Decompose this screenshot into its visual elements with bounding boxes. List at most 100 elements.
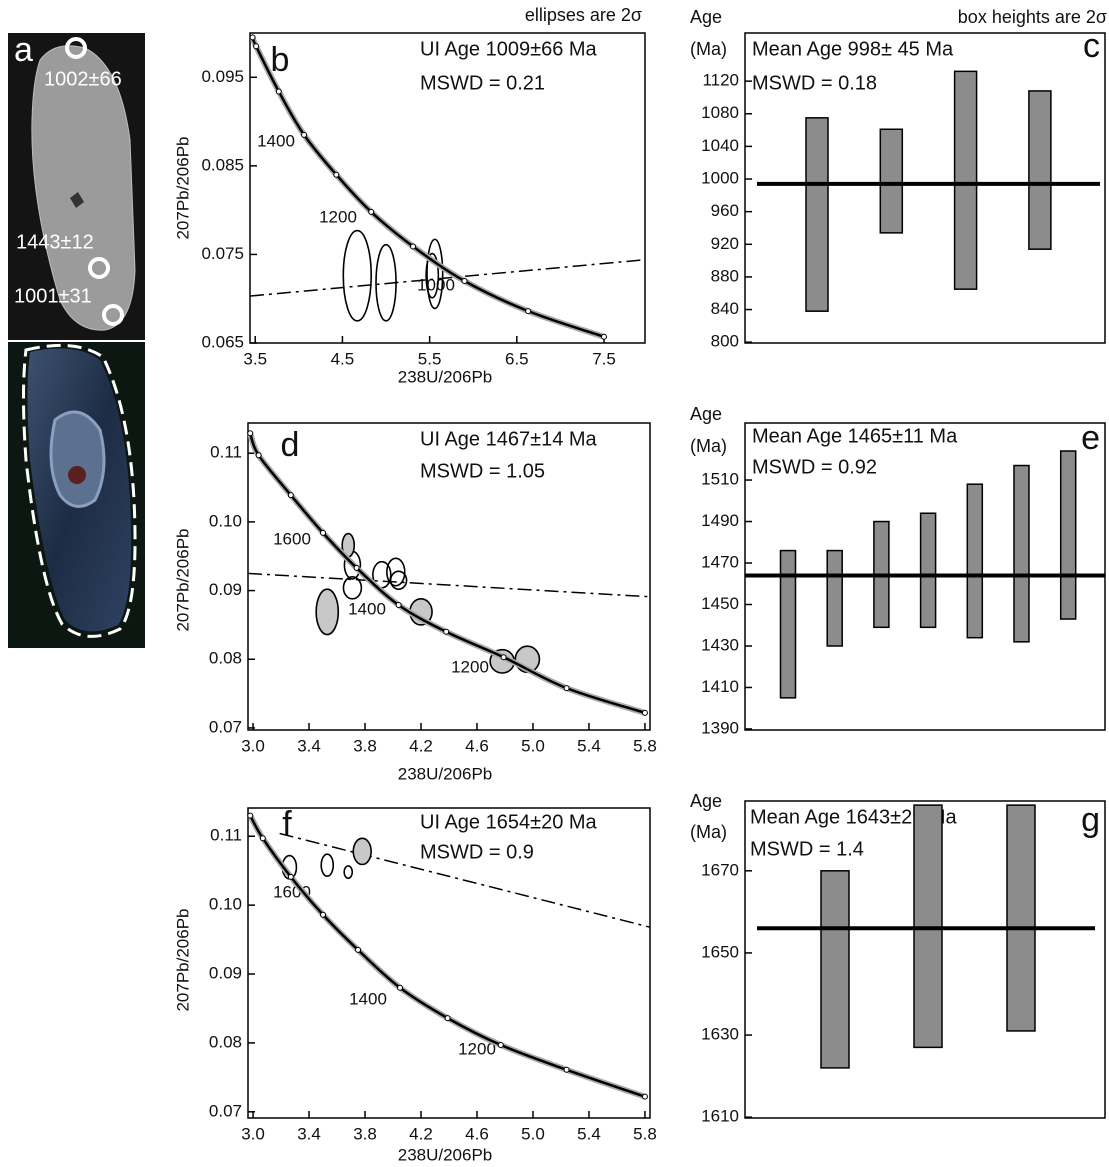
concordia-curve bbox=[249, 432, 646, 715]
y-tick-label: 0.10 bbox=[209, 895, 242, 914]
grain-outline bbox=[22, 343, 137, 638]
y-tick-label: 1040 bbox=[701, 136, 739, 155]
panel-letter: c bbox=[1083, 27, 1100, 65]
age-text: UI Age 1654±20 Ma bbox=[420, 811, 598, 833]
y-tick-label: 880 bbox=[711, 266, 739, 285]
x-tick-label: 4.6 bbox=[465, 736, 489, 755]
y-tick-label: 0.11 bbox=[210, 826, 242, 845]
inclusion bbox=[70, 192, 84, 208]
y-tick-label: 1630 bbox=[701, 1025, 739, 1044]
age-label: 1400 bbox=[257, 131, 295, 150]
y-tick-label: 1080 bbox=[701, 103, 739, 122]
age-marker bbox=[443, 628, 450, 635]
mean-text: Mean Age 998± 45 Ma bbox=[752, 38, 954, 60]
x-tick-label: 3.4 bbox=[297, 736, 321, 755]
spot bbox=[65, 37, 87, 59]
y-tick-label: 0.085 bbox=[201, 155, 244, 174]
error-ellipse bbox=[386, 557, 406, 587]
age-marker bbox=[355, 946, 362, 953]
concordia-curve bbox=[249, 814, 646, 1098]
y-tick-label: 0.10 bbox=[209, 511, 242, 530]
age-marker bbox=[253, 43, 260, 50]
x-tick-label: 5.0 bbox=[521, 736, 545, 755]
age-marker bbox=[249, 34, 256, 41]
error-ellipse bbox=[342, 576, 363, 600]
x-tick-label: 3.0 bbox=[241, 1124, 265, 1143]
age-marker bbox=[333, 171, 340, 178]
panel-letter: e bbox=[1081, 419, 1100, 457]
note: ellipses are 2σ bbox=[525, 5, 642, 25]
error-ellipse bbox=[343, 865, 354, 880]
age-box bbox=[966, 483, 984, 639]
age-marker bbox=[368, 208, 375, 215]
age-box bbox=[820, 870, 850, 1069]
age-label: 1400 bbox=[349, 989, 387, 1008]
age-marker bbox=[500, 654, 507, 661]
x-tick-label: 3.0 bbox=[241, 736, 265, 755]
y-tick-label: 0.07 bbox=[209, 1101, 242, 1120]
y-tick-label: 1450 bbox=[701, 594, 739, 613]
age-marker bbox=[601, 333, 608, 340]
mswd-text: MSWD = 0.92 bbox=[752, 456, 877, 478]
mswd-text: MSWD = 0.9 bbox=[420, 841, 534, 863]
grain bbox=[31, 45, 136, 331]
x-tick-label: 4.6 bbox=[465, 1124, 489, 1143]
spot bbox=[102, 304, 124, 326]
panel-letter: b bbox=[271, 41, 290, 79]
x-tick-label: 4.2 bbox=[409, 736, 433, 755]
y-tick-label: 0.07 bbox=[209, 717, 242, 736]
x-tick-label: 5.0 bbox=[521, 1124, 545, 1143]
age-marker bbox=[563, 685, 570, 692]
y-tick-label: 1650 bbox=[701, 942, 739, 961]
y-axis-label: 207Pb/206Pb bbox=[173, 528, 192, 631]
age-marker bbox=[397, 984, 404, 991]
age-marker bbox=[353, 564, 360, 571]
y-tick-label: 1470 bbox=[701, 553, 739, 572]
mean-text: Mean Age 1465±11 Ma bbox=[752, 425, 958, 447]
panel-letter: a bbox=[14, 31, 33, 69]
x-axis-label: 238U/206Pb bbox=[398, 367, 493, 386]
y-tick-label: 0.08 bbox=[209, 649, 242, 668]
spot bbox=[88, 257, 110, 279]
y-axis-label: Age bbox=[690, 404, 722, 424]
y-tick-label: 1510 bbox=[701, 470, 739, 489]
x-tick-label: 7.5 bbox=[592, 349, 616, 368]
y-axis-label: (Ma) bbox=[690, 39, 727, 59]
y-tick-label: 0.09 bbox=[209, 964, 242, 983]
x-tick-label: 3.8 bbox=[353, 736, 377, 755]
age-box bbox=[779, 549, 797, 699]
y-axis-label: Age bbox=[690, 791, 722, 811]
y-tick-label: 1390 bbox=[701, 718, 739, 737]
y-tick-label: 1670 bbox=[701, 860, 739, 879]
age-marker bbox=[255, 452, 262, 459]
plot-frame bbox=[744, 800, 1106, 1119]
age-label: 1400 bbox=[348, 599, 386, 618]
discordia-line bbox=[249, 258, 646, 297]
age-marker bbox=[259, 835, 266, 842]
y-tick-label: 0.065 bbox=[201, 332, 244, 351]
age-label: 1200 bbox=[451, 657, 489, 676]
x-axis-label: 238U/206Pb bbox=[398, 764, 493, 783]
plot-frame bbox=[247, 807, 651, 1119]
age-marker bbox=[410, 243, 417, 250]
age-box bbox=[1013, 464, 1030, 643]
y-tick-label: 0.08 bbox=[209, 1032, 242, 1051]
error-ellipse bbox=[342, 229, 373, 322]
panel-letter: f bbox=[282, 805, 292, 843]
core bbox=[49, 410, 106, 508]
y-axis-label: Age bbox=[690, 7, 722, 27]
age-marker bbox=[395, 602, 402, 609]
age-marker bbox=[247, 430, 254, 437]
age-marker bbox=[641, 709, 648, 716]
age-marker bbox=[301, 131, 308, 138]
y-axis-label: 207Pb/206Pb bbox=[173, 908, 192, 1011]
y-tick-label: 920 bbox=[711, 234, 739, 253]
y-axis-label: (Ma) bbox=[690, 436, 727, 456]
x-tick-label: 4.5 bbox=[331, 349, 355, 368]
x-tick-label: 3.5 bbox=[243, 349, 267, 368]
panel-a: a 1002±66 1443±12 1001±31 bbox=[8, 31, 145, 648]
mswd-text: MSWD = 1.05 bbox=[420, 460, 545, 482]
x-axis-label: 238U/206Pb bbox=[398, 1145, 493, 1164]
plot-frame bbox=[744, 32, 1106, 344]
age-text: UI Age 1009±66 Ma bbox=[420, 38, 598, 60]
